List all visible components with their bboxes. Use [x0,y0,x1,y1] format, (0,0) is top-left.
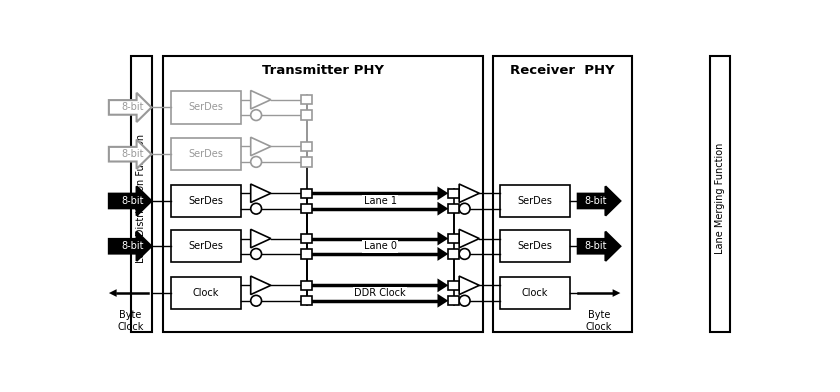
Text: Lane Merging Function: Lane Merging Function [715,142,725,254]
Text: 8-bit: 8-bit [585,196,607,206]
Polygon shape [438,186,449,200]
Text: Clock: Clock [192,288,219,298]
Circle shape [250,110,261,120]
Text: SerDes: SerDes [188,196,223,206]
Text: Byte
Clock: Byte Clock [585,310,612,332]
Polygon shape [250,184,270,203]
Bar [710,56,730,332]
Polygon shape [438,247,449,261]
Bar [171,91,240,123]
Text: DDR Clock: DDR Clock [354,288,406,298]
Bar [301,111,312,120]
Text: SerDes: SerDes [188,102,223,113]
Polygon shape [438,294,449,308]
Circle shape [250,249,261,260]
Polygon shape [612,289,621,297]
Bar [501,277,570,309]
Text: 8-bit: 8-bit [121,149,144,159]
Polygon shape [109,186,151,216]
Polygon shape [109,140,151,169]
Polygon shape [578,232,621,261]
Bar [449,249,459,259]
Circle shape [459,249,470,260]
Text: 8-bit: 8-bit [121,241,144,251]
Bar [163,56,483,332]
Bar [492,56,632,332]
Bar [301,234,312,243]
Polygon shape [250,91,270,109]
Polygon shape [250,137,270,156]
Polygon shape [459,184,480,203]
Polygon shape [459,229,480,248]
Bar [171,185,240,217]
Bar [301,296,312,305]
Text: 8-bit: 8-bit [121,102,144,113]
Bar [301,189,312,198]
Polygon shape [459,276,480,294]
Bar [171,230,240,262]
Polygon shape [109,93,151,122]
Bar [449,204,459,213]
Text: 8-bit: 8-bit [585,241,607,251]
Bar [131,56,151,332]
Bar [301,142,312,151]
Polygon shape [438,278,449,292]
Bar [501,185,570,217]
Circle shape [459,295,470,306]
Bar [301,95,312,104]
Bar [171,277,240,309]
Polygon shape [250,229,270,248]
Text: SerDes: SerDes [188,149,223,159]
Text: SerDes: SerDes [517,196,553,206]
Text: Transmitter PHY: Transmitter PHY [262,64,384,77]
Text: Byte
Clock: Byte Clock [117,310,144,332]
Text: Clock: Clock [522,288,549,298]
Text: Lane 0: Lane 0 [364,241,396,251]
Bar [449,296,459,305]
Bar [501,230,570,262]
Bar [301,157,312,167]
Text: SerDes: SerDes [188,241,223,251]
Bar [301,204,312,213]
Polygon shape [438,202,449,216]
Circle shape [459,203,470,214]
Text: Lane 1: Lane 1 [364,196,396,206]
Bar [449,189,459,198]
Text: Receiver  PHY: Receiver PHY [510,64,615,77]
Polygon shape [438,232,449,245]
Polygon shape [250,276,270,294]
Text: SerDes: SerDes [517,241,553,251]
Bar [449,234,459,243]
Circle shape [250,156,261,167]
Polygon shape [578,186,621,216]
Circle shape [250,203,261,214]
Text: 8-bit: 8-bit [121,196,144,206]
Bar [171,138,240,171]
Bar [449,281,459,290]
Bar [301,281,312,290]
Circle shape [250,295,261,306]
Polygon shape [109,289,117,297]
Bar [301,249,312,259]
Polygon shape [109,232,151,261]
Text: Lane Distribution Function: Lane Distribution Function [136,133,146,263]
